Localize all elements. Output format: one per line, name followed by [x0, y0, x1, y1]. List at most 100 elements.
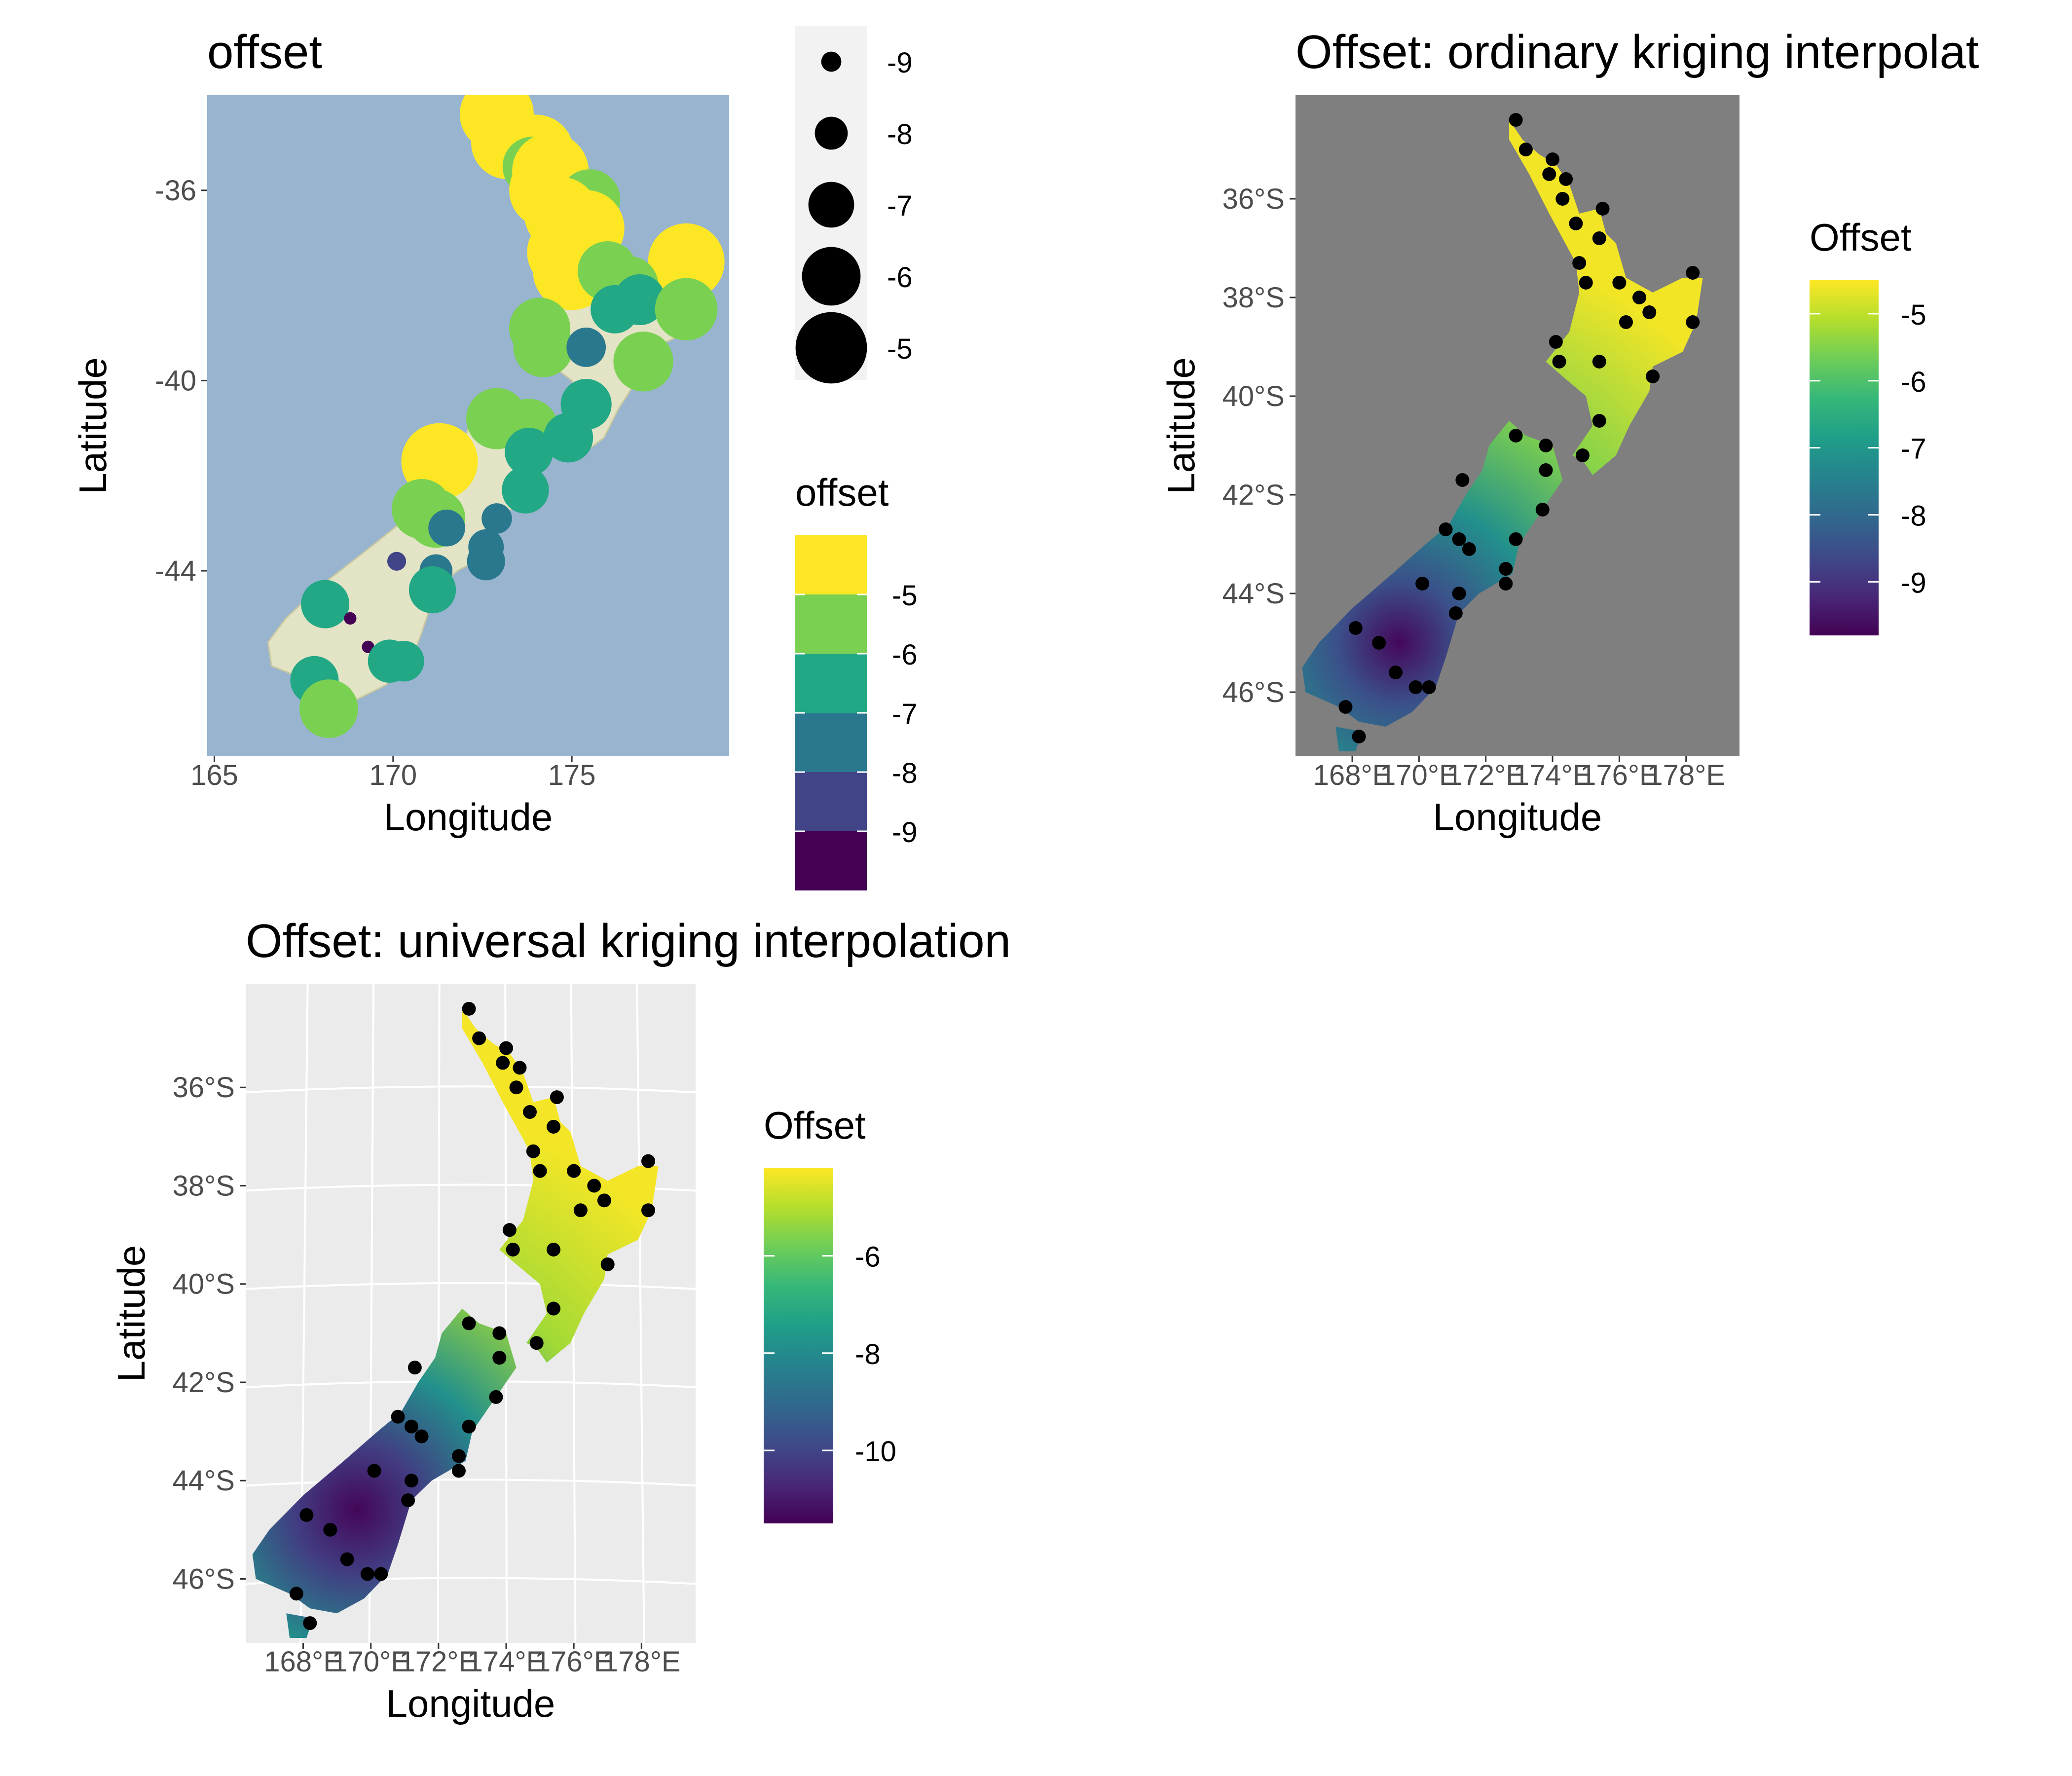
- panel-universal-kriging-x-tick-label: 170°E: [332, 1646, 410, 1678]
- panel-offset-map-point: [655, 278, 718, 341]
- panel-ordinary-kriging-point: [1592, 414, 1606, 428]
- panel-universal-kriging-title: Offset: universal kriging interpolation: [246, 915, 1011, 967]
- panel-universal-kriging-point: [303, 1616, 317, 1630]
- panel-ordinary-kriging-point: [1518, 143, 1533, 156]
- panel-universal-kriging-gridline-x-2: [437, 984, 441, 1643]
- panel-universal-kriging-y-axis-label: Latitude: [110, 1245, 153, 1382]
- panel-offset-map-point: [383, 640, 424, 682]
- panel-ordinary-kriging-point: [1499, 562, 1513, 576]
- color-legend-label: -5: [892, 580, 918, 612]
- legend-ordinary-kriging-label: -6: [1901, 366, 1926, 398]
- legend-universal-kriging-title: Offset: [764, 1104, 866, 1147]
- panel-offset-map-point: [648, 223, 725, 300]
- panel-universal-kriging-point: [502, 1223, 517, 1237]
- panel-ordinary-kriging-point: [1408, 680, 1423, 694]
- panel-ordinary-kriging-point: [1686, 266, 1700, 280]
- color-legend-binned: offset -5 -6 -7 -8 -9: [795, 471, 918, 890]
- size-legend: -9 -8 -7 -6 -5: [795, 26, 913, 384]
- panel-ordinary-kriging-point: [1535, 503, 1550, 517]
- panel-universal-kriging-point: [401, 1493, 415, 1508]
- size-legend-key: [814, 116, 848, 150]
- panel-ordinary-kriging-y-tick-label: 36°S: [1222, 183, 1285, 215]
- size-legend-label: -6: [887, 261, 913, 294]
- color-legend-label: -6: [892, 639, 918, 671]
- panel-universal-kriging-point: [523, 1105, 537, 1119]
- size-legend-key: [821, 51, 842, 72]
- panel-universal-kriging-point: [567, 1164, 581, 1178]
- legend-ordinary-kriging-bar: [1810, 280, 1879, 635]
- panel-universal-kriging-x-tick-label: 178°E: [602, 1646, 681, 1678]
- panel-ordinary-kriging-point: [1389, 666, 1403, 679]
- panel-universal-kriging-point: [462, 1001, 476, 1016]
- panel-ordinary-kriging-point: [1575, 448, 1590, 462]
- panel-ordinary-kriging-point: [1549, 335, 1563, 349]
- panel-universal-kriging-point: [289, 1587, 303, 1601]
- panel-ordinary-kriging-point: [1348, 621, 1363, 635]
- panel-ordinary-kriging-point: [1439, 522, 1453, 536]
- panel-universal-kriging-point: [391, 1409, 405, 1424]
- legend-universal-kriging-label: -10: [855, 1436, 896, 1468]
- panel-ordinary-kriging-point: [1509, 429, 1523, 443]
- panel-offset-map-point: [387, 552, 407, 571]
- legend-universal-kriging-label: -6: [855, 1241, 881, 1273]
- panel-offset-map-point: [344, 612, 357, 625]
- color-legend-label: -7: [892, 698, 918, 730]
- panel-universal-kriging-y-tick-label: 46°S: [173, 1563, 235, 1595]
- panel-universal-kriging-point: [340, 1552, 354, 1566]
- panel-ordinary-kriging-x-tick-label: 168°E: [1313, 759, 1392, 791]
- panel-ordinary-kriging-point: [1452, 587, 1466, 600]
- panel-universal-kriging-x-tick-label: 168°E: [264, 1646, 342, 1678]
- panel-offset-map: 165 170 175 -36 -40 -44 Longitude Latitude offse…: [71, 26, 729, 839]
- panel-offset-map-point: [301, 580, 350, 629]
- panel-offset-map-plot-area: [267, 95, 725, 738]
- panel-ordinary-kriging-point: [1612, 276, 1627, 290]
- legend-ordinary-kriging-label: -8: [1901, 500, 1926, 532]
- panel-universal-kriging-point: [367, 1464, 381, 1478]
- color-legend-bin: [795, 831, 867, 890]
- panel-offset-map-y-tick-label: -44: [155, 555, 196, 587]
- panel-ordinary-kriging-x-tick-label: 178°E: [1647, 759, 1725, 791]
- panel-universal-kriging-point: [587, 1179, 601, 1193]
- panel-universal-kriging-point: [529, 1336, 544, 1350]
- panel-universal-kriging-point: [462, 1316, 476, 1331]
- size-legend-label: -8: [887, 118, 913, 150]
- panel-ordinary-kriging-point: [1552, 355, 1566, 369]
- panel-ordinary-kriging-y-tick-label: 38°S: [1222, 282, 1285, 314]
- panel-universal-kriging-point: [513, 1061, 527, 1075]
- panel-universal-kriging-point: [492, 1351, 507, 1365]
- panel-universal-kriging-point: [452, 1464, 466, 1478]
- panel-universal-kriging-point: [374, 1567, 388, 1581]
- panel-ordinary-kriging-x-tick-label: 176°E: [1580, 759, 1659, 791]
- panel-ordinary-kriging-title: Offset: ordinary kriging interpolat: [1295, 26, 1979, 78]
- panel-ordinary-kriging-y-tick-label: 46°S: [1222, 676, 1285, 708]
- panel-universal-kriging-point: [405, 1419, 418, 1434]
- panel-offset-map-y-tick-label: -36: [155, 175, 196, 207]
- panel-universal-kriging-x-tick-label: 176°E: [535, 1646, 613, 1678]
- panel-universal-kriging-y-tick-label: 44°S: [173, 1465, 235, 1497]
- panel-ordinary-kriging-point: [1338, 700, 1353, 714]
- panel-ordinary-kriging-point: [1372, 636, 1386, 650]
- panel-offset-map-point: [299, 679, 358, 738]
- panel-ordinary-kriging-point: [1352, 730, 1366, 743]
- panel-ordinary-kriging-point: [1686, 315, 1700, 329]
- panel-universal-kriging-point: [452, 1449, 466, 1463]
- panel-ordinary-kriging-point: [1642, 305, 1657, 319]
- panel-ordinary-kriging-point: [1455, 473, 1470, 487]
- panel-offset-map-point: [481, 503, 512, 534]
- panel-universal-kriging-gridline-y-2: [246, 1282, 696, 1290]
- size-legend-label: -5: [887, 333, 913, 365]
- panel-universal-kriging-y-tick-label: 38°S: [173, 1170, 235, 1202]
- panel-universal-kriging-point: [472, 1031, 486, 1045]
- panel-ordinary-kriging-point: [1546, 152, 1560, 166]
- panel-universal-kriging-point: [489, 1390, 503, 1404]
- panel-offset-map-point: [591, 285, 639, 333]
- panel-ordinary-kriging-point: [1415, 577, 1430, 591]
- size-legend-label: -7: [887, 190, 913, 222]
- panel-ordinary-kriging-point: [1632, 291, 1646, 304]
- panel-ordinary-kriging-point: [1462, 542, 1476, 556]
- color-legend-bin: [795, 772, 867, 831]
- legend-ordinary-kriging: Offset -5 -6 -7 -8 -9: [1810, 216, 1926, 635]
- panel-ordinary-kriging-point: [1448, 606, 1463, 620]
